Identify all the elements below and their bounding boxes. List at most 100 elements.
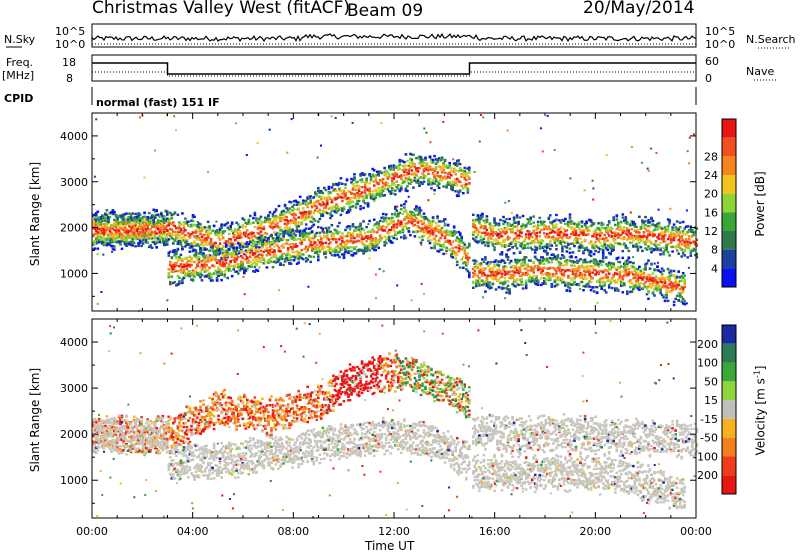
- power-scatter-cell: [440, 226, 444, 230]
- power-scatter-cell: [632, 239, 635, 242]
- power-scatter-cell: [433, 175, 436, 179]
- power-scatter-cell: [295, 208, 299, 211]
- power-scatter-cell: [484, 231, 487, 234]
- power-scatter-cell: [541, 222, 545, 225]
- power-scatter-cell: [514, 279, 517, 283]
- power-scatter-cell: [668, 236, 671, 239]
- power-scatter-cell: [556, 266, 560, 269]
- power-scatter-cell: [639, 239, 643, 242]
- power-scatter-cell: [215, 246, 219, 249]
- power-scatter-cell: [524, 282, 528, 285]
- power-scatter-cell: [400, 204, 403, 207]
- power-scatter-cell: [446, 183, 450, 186]
- power-scatter-cell: [144, 234, 148, 237]
- power-scatter-cell: [99, 232, 103, 236]
- power-scatter-cell: [579, 231, 582, 234]
- power-scatter-cell: [392, 229, 396, 232]
- power-scatter-cell: [538, 244, 542, 247]
- power-scatter-cell: [403, 166, 406, 170]
- power-scatter-cell: [378, 237, 382, 240]
- power-scatter-cell: [502, 219, 505, 223]
- power-scatter-cell: [362, 206, 365, 210]
- power-scatter-cell: [427, 169, 430, 172]
- power-scatter-cell: [421, 164, 424, 168]
- power-scatter-cell: [306, 205, 309, 209]
- power-scatter-cell: [526, 218, 529, 221]
- power-scatter-cell: [543, 262, 546, 266]
- power-scatter-cell: [388, 173, 391, 176]
- power-scatter-cell: [153, 216, 157, 219]
- power-scatter-cell: [175, 252, 178, 255]
- power-scatter-cell: [344, 251, 347, 254]
- power-scatter-cell: [330, 214, 334, 217]
- power-scatter-cell: [261, 241, 264, 245]
- power-scatter-cell: [372, 248, 376, 252]
- power-scatter-cell: [394, 184, 397, 187]
- power-scatter-cell: [297, 216, 300, 219]
- power-scatter-cell: [424, 158, 427, 161]
- power-scatter-cell: [603, 238, 606, 242]
- power-scatter-cell: [406, 216, 409, 220]
- power-scatter-cell: [190, 272, 193, 275]
- power-scatter-cell: [384, 241, 388, 245]
- power-scatter-cell: [190, 242, 193, 245]
- power-scatter-cell: [485, 262, 489, 265]
- power-scatter-cell: [540, 222, 543, 225]
- power-scatter-cell: [175, 250, 178, 253]
- power-scatter-cell: [409, 216, 412, 220]
- power-scatter-cell: [465, 171, 468, 175]
- power-scatter-cell: [536, 259, 540, 262]
- power-scatter-cell: [481, 272, 484, 275]
- power-scatter-cell: [536, 280, 540, 284]
- power-scatter-cell: [237, 263, 240, 266]
- power-scatter-cell: [384, 169, 388, 173]
- power-scatter-cell: [320, 248, 323, 251]
- power-scatter-cell: [445, 166, 448, 169]
- power-scatter-cell: [692, 248, 696, 251]
- power-scatter-cell: [413, 223, 417, 227]
- power-scatter-cell: [208, 232, 211, 236]
- power-scatter-cell: [208, 243, 211, 246]
- power-scatter-cell: [184, 245, 187, 248]
- power-scatter-cell: [502, 239, 505, 242]
- power-scatter-cell: [101, 217, 104, 221]
- power-scatter-cell: [125, 212, 128, 215]
- power-scatter-cell: [400, 220, 403, 224]
- power-scatter-cell: [430, 227, 433, 230]
- power-scatter-cell: [398, 175, 402, 178]
- power-scatter-cell: [626, 229, 629, 232]
- power-scatter-cell: [606, 248, 609, 251]
- power-scatter-cell: [105, 227, 109, 230]
- power-scatter-cell: [588, 249, 591, 253]
- power-scatter-cell: [360, 249, 364, 252]
- power-scatter-cell: [156, 219, 160, 222]
- power-scatter-cell: [365, 177, 368, 180]
- power-scatter-cell: [111, 233, 115, 236]
- power-scatter-cell: [574, 231, 578, 234]
- power-scatter-cell: [398, 167, 402, 171]
- power-scatter-cell: [520, 277, 523, 281]
- power-scatter-cell: [558, 261, 561, 264]
- power-scatter-cell: [235, 252, 238, 255]
- power-scatter-cell: [391, 241, 394, 244]
- power-scatter-cell: [527, 234, 531, 237]
- power-scatter-cell: [268, 245, 272, 248]
- power-scatter-cell: [524, 284, 528, 287]
- power-scatter-cell: [232, 243, 235, 246]
- power-scatter-cell: [298, 195, 302, 198]
- power-scatter-cell: [526, 269, 529, 272]
- power-scatter-cell: [307, 232, 311, 235]
- power-scatter-cell: [294, 245, 297, 248]
- power-scatter-cell: [96, 247, 100, 250]
- power-scatter-cell: [150, 222, 154, 225]
- power-scatter-cell: [552, 224, 555, 227]
- power-scatter-cell: [439, 230, 442, 233]
- power-scatter-cell: [286, 219, 290, 223]
- power-scatter-cell: [500, 243, 504, 247]
- power-scatter-cell: [217, 274, 220, 277]
- power-scatter-cell: [261, 227, 264, 230]
- power-scatter-cell: [253, 270, 257, 273]
- power-scatter-cell: [141, 222, 145, 225]
- power-scatter-cell: [233, 270, 237, 273]
- power-scatter-cell: [111, 209, 115, 212]
